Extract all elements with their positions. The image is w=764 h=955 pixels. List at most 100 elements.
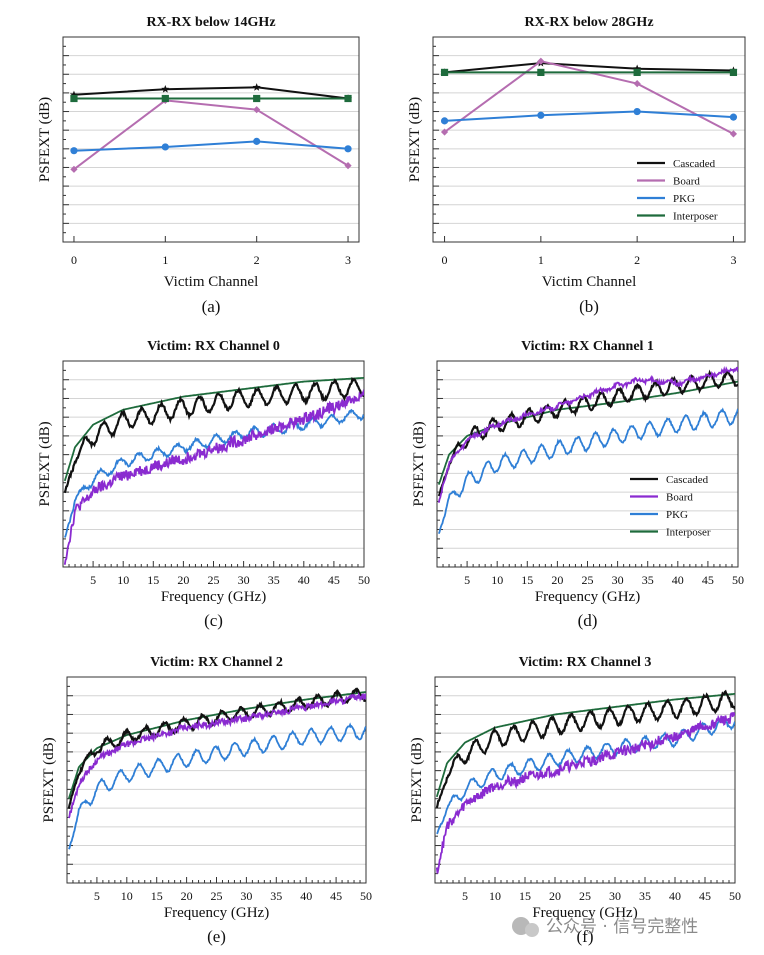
x-tick-label: 50 <box>732 573 744 587</box>
chart-a: 0 1 2 3 RX-RX below 14GHz Victim Channel PSFEX… <box>37 15 360 316</box>
chart-c: 5 10 15 20 25 30 35 40 45 50 Victim: RX Channel 0 F… <box>37 339 370 630</box>
series-line <box>63 376 364 482</box>
data-point <box>440 68 449 77</box>
subfigure-caption: (c) <box>204 611 223 630</box>
chart-b: 0 1 2 3 RX-RX below 28GHz Victim Channel PSFEX… <box>407 15 746 316</box>
x-tick-label: 10 <box>491 573 503 587</box>
x-tick-label: 25 <box>208 573 220 587</box>
series-cascaded <box>67 687 366 810</box>
data-point <box>633 79 641 88</box>
x-tick-label: 5 <box>464 573 470 587</box>
series-board <box>70 96 352 173</box>
x-axis-label: Frequency (GHz) <box>161 589 266 605</box>
data-point <box>537 57 545 65</box>
x-tick-label: 30 <box>609 889 621 903</box>
series-line <box>63 408 364 538</box>
x-tick-label: 15 <box>151 889 163 903</box>
chart-e: 5 10 15 20 25 30 35 40 45 50 Victim: RX Channel 2 F… <box>41 655 372 946</box>
legend-label: Cascaded <box>666 474 709 486</box>
watermark: 公众号 · 信号完整性 <box>512 917 698 937</box>
series-interposer <box>440 68 738 77</box>
data-point <box>537 111 545 119</box>
series-board <box>67 691 366 819</box>
series-interposer <box>70 94 352 103</box>
series-interposer <box>63 376 364 482</box>
plot-frame <box>434 676 736 884</box>
series-line <box>444 62 734 74</box>
x-tick-label: 5 <box>462 889 468 903</box>
x-tick-label: 2 <box>254 253 260 267</box>
chart-f: 5 10 15 20 25 30 35 40 45 50 Victim: RX Channel 3 F… <box>409 655 741 946</box>
series-line <box>437 407 738 535</box>
data-point <box>729 130 738 138</box>
data-point <box>161 84 170 93</box>
chart-d: 5 10 15 20 25 30 35 40 45 50 Victim: RX Channel 1 F… <box>411 339 744 630</box>
data-point <box>633 64 642 73</box>
series-interposer <box>435 693 735 798</box>
y-axis-label: PSFEXT (dB) <box>411 421 427 506</box>
wechat-icon <box>525 923 539 937</box>
x-axis-label: Victim Channel <box>164 274 259 290</box>
x-tick-label: 50 <box>360 889 372 903</box>
x-tick-label: 45 <box>328 573 340 587</box>
x-axis-label: Victim Channel <box>542 274 637 290</box>
chart-title: Victim: RX Channel 2 <box>150 655 283 670</box>
x-tick-label: 10 <box>489 889 501 903</box>
data-point <box>161 94 169 103</box>
legend: Cascaded Board PKG Interposer <box>630 474 711 539</box>
x-tick-label: 35 <box>642 573 654 587</box>
series-pkg <box>70 137 352 155</box>
data-point <box>253 137 261 145</box>
chart-title: Victim: RX Channel 0 <box>147 339 280 354</box>
series-board <box>437 365 738 503</box>
x-tick-label: 40 <box>298 573 310 587</box>
series-line <box>67 691 366 819</box>
y-axis-label: PSFEXT (dB) <box>409 737 425 822</box>
x-tick-label: 25 <box>579 889 591 903</box>
series-board <box>435 712 735 874</box>
x-tick-label: 25 <box>582 573 594 587</box>
watermark-text: 公众号 · 信号完整性 <box>546 917 698 937</box>
data-point <box>70 147 78 155</box>
series-line <box>73 86 349 100</box>
y-axis-label: PSFEXT (dB) <box>407 97 423 182</box>
x-axis-label: Frequency (GHz) <box>164 905 269 921</box>
subfigure-caption: (e) <box>207 927 226 946</box>
x-tick-label: 0 <box>442 253 448 267</box>
x-tick-label: 45 <box>330 889 342 903</box>
subfigure-caption: (b) <box>579 297 599 316</box>
x-tick-label: 20 <box>549 889 561 903</box>
data-point <box>633 68 641 77</box>
data-point <box>252 83 261 91</box>
x-tick-label: 30 <box>612 573 624 587</box>
series-line <box>73 99 349 171</box>
data-point <box>440 117 449 125</box>
x-tick-label: 5 <box>94 889 100 903</box>
x-tick-label: 45 <box>699 889 711 903</box>
legend-label: Interposer <box>666 527 711 539</box>
subfigure-caption: (d) <box>578 611 598 630</box>
x-tick-label: 3 <box>730 253 736 267</box>
x-tick-label: 5 <box>90 573 96 587</box>
legend-label: Board <box>666 492 693 504</box>
x-axis-label: Frequency (GHz) <box>532 905 637 921</box>
plot-frame <box>66 676 367 884</box>
data-point <box>70 94 78 103</box>
x-tick-label: 1 <box>538 253 544 267</box>
legend-label: Cascaded <box>673 158 716 170</box>
legend-label: Board <box>673 176 700 188</box>
x-tick-label: 20 <box>551 573 563 587</box>
data-point <box>633 107 641 116</box>
x-tick-label: 15 <box>519 889 531 903</box>
data-point <box>344 94 352 103</box>
series-line <box>435 693 735 798</box>
x-tick-label: 40 <box>300 889 312 903</box>
data-point <box>253 94 261 103</box>
y-axis-label: PSFEXT (dB) <box>41 737 57 822</box>
x-tick-label: 2 <box>634 253 640 267</box>
data-point <box>729 113 738 121</box>
x-axis-label: Frequency (GHz) <box>535 589 640 605</box>
series-line <box>63 376 364 494</box>
data-point <box>440 128 449 136</box>
